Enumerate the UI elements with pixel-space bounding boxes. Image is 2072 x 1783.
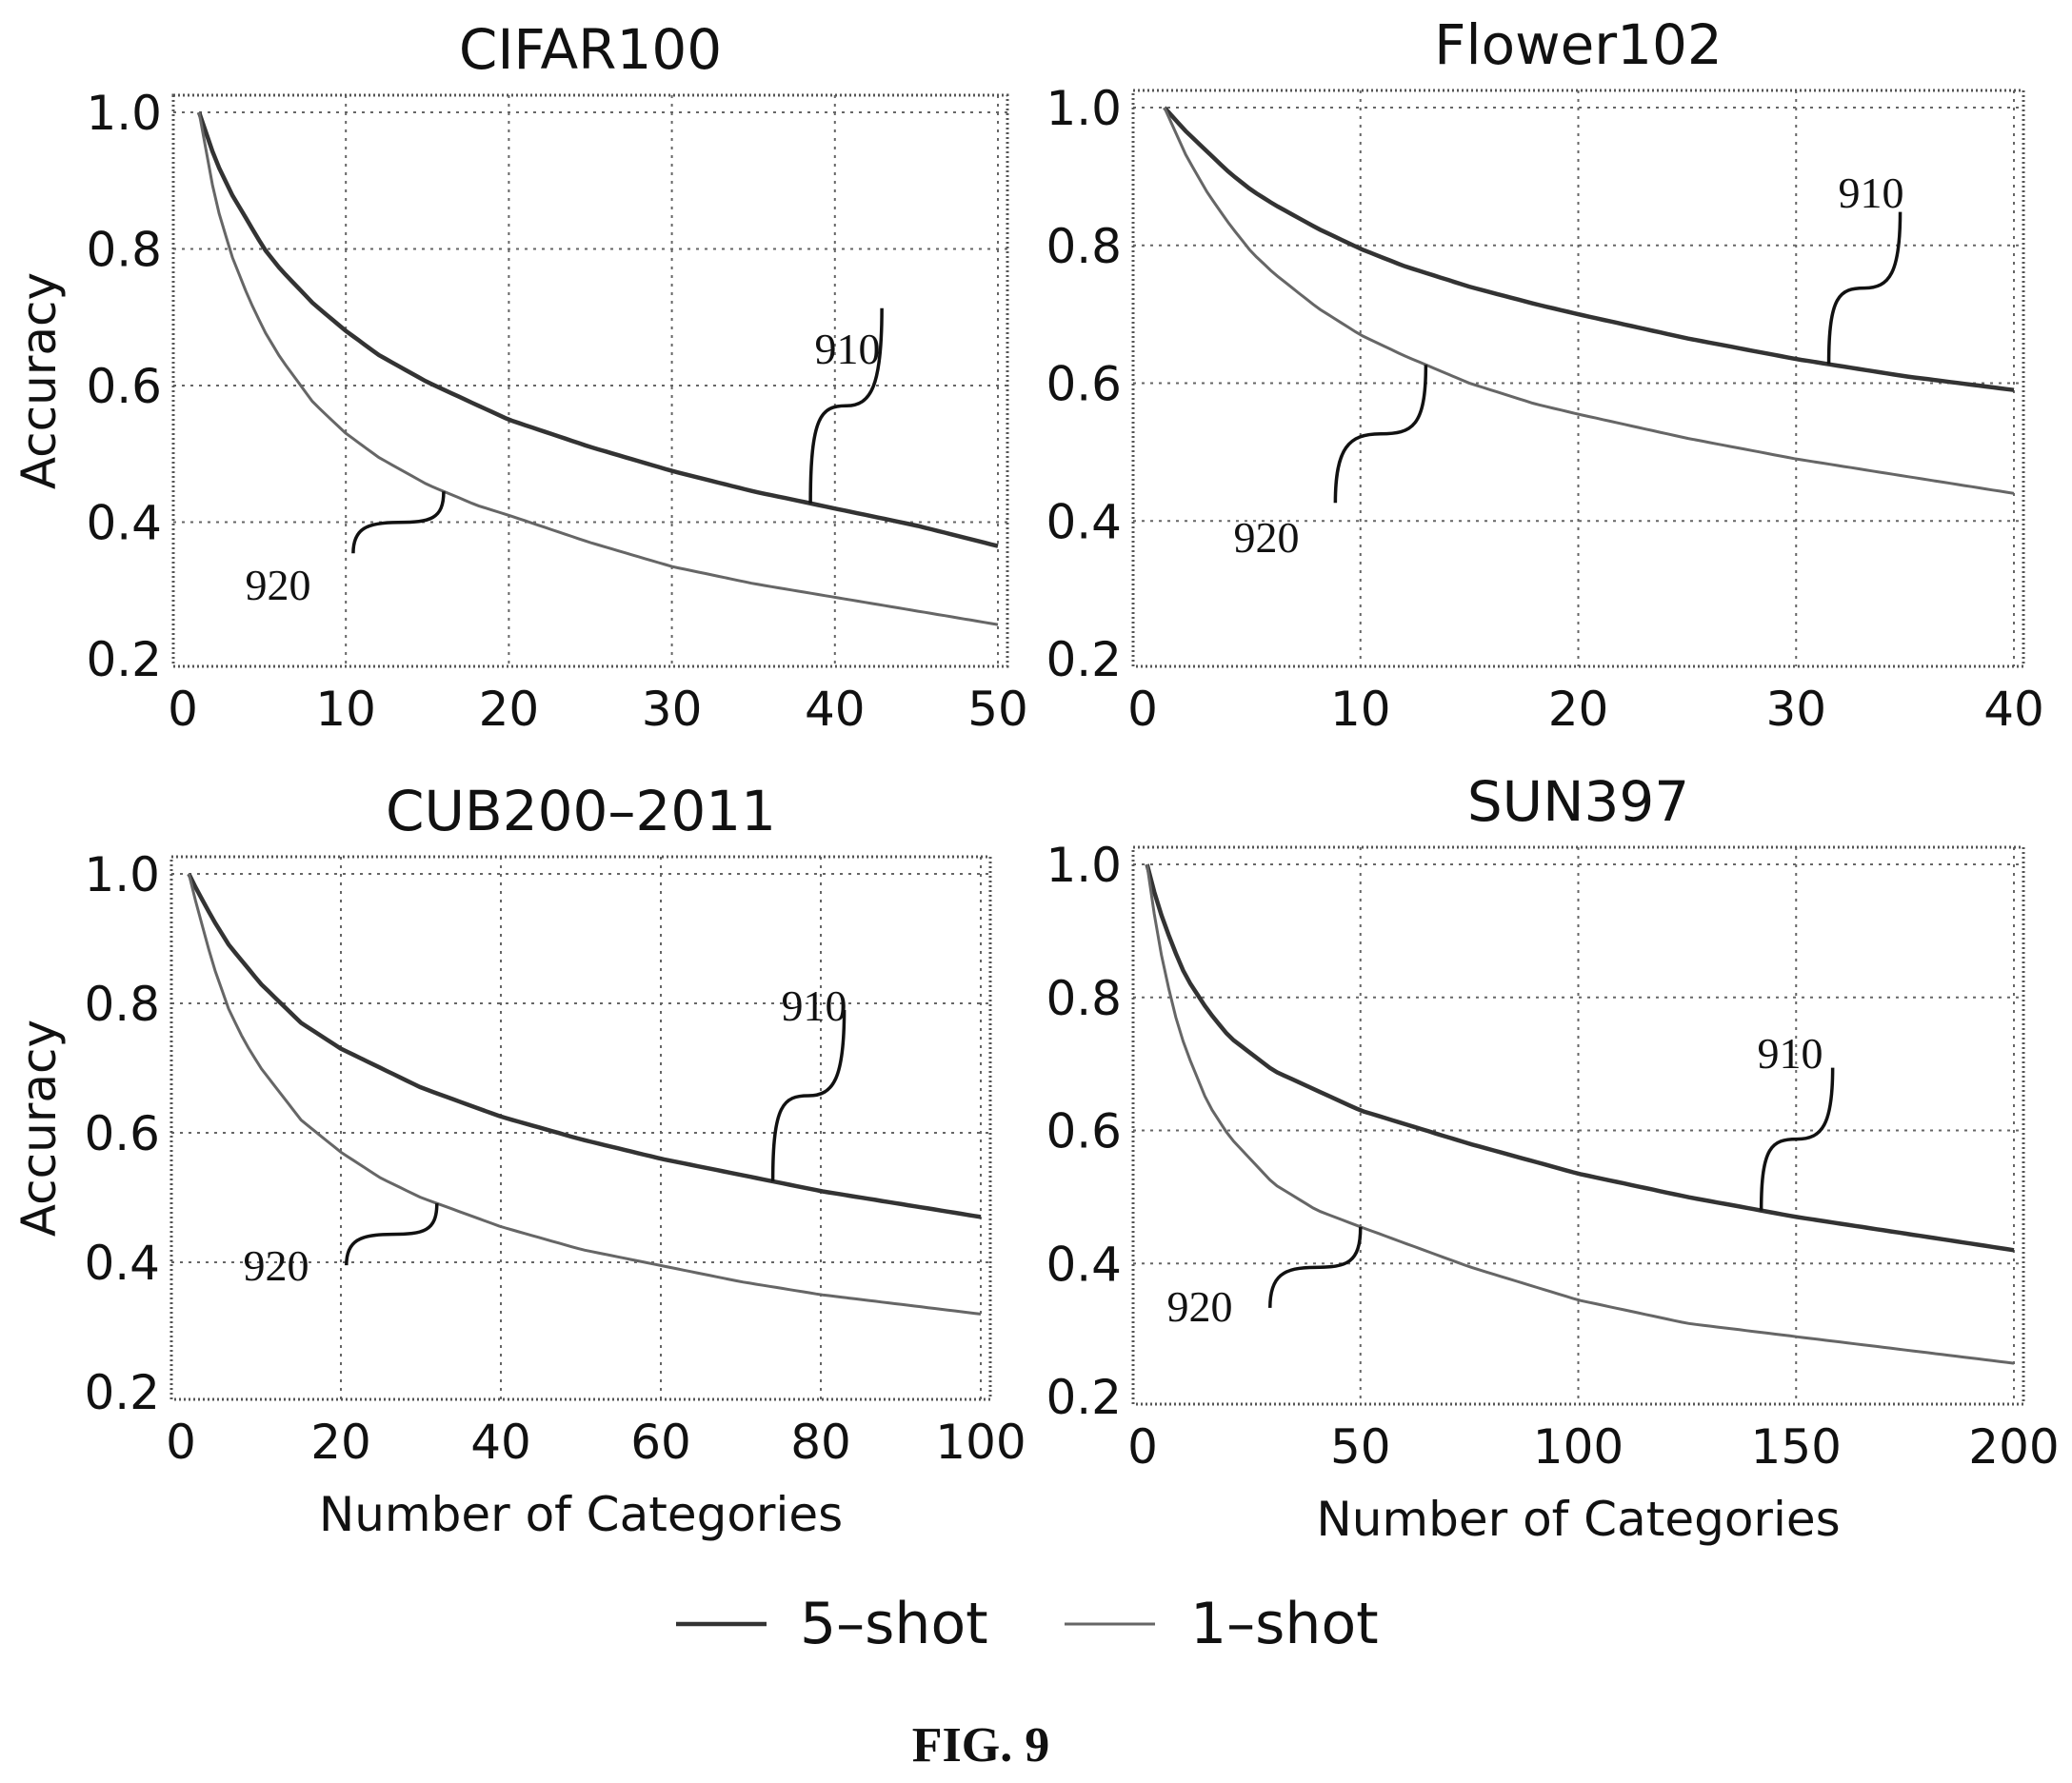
callout-label: 910 (1839, 168, 1904, 217)
y-axis-label: Accuracy (11, 272, 67, 489)
panel-title: CUB200–2011 (386, 779, 776, 843)
series-line-5-shot (1145, 863, 2015, 1253)
callout-label: 910 (1758, 1029, 1823, 1078)
y-tick-label: 0.6 (84, 1106, 160, 1161)
callout-leader (1759, 1067, 1835, 1211)
y-axis-label: Accuracy (11, 1020, 67, 1237)
chart-panel: 0 50 100 150 200 0.2 0.4 0.6 0.8 1.0 SUN397 Number … (1046, 769, 2059, 1547)
y-tick-label: 0.4 (1046, 494, 1122, 549)
y-tick-label: 0.6 (1046, 1104, 1122, 1159)
y-tick-label: 0.4 (84, 1236, 160, 1291)
x-tick-label: 10 (315, 682, 376, 737)
figure-label: FIG. 9 (912, 1718, 1049, 1773)
x-tick-label: 0 (1127, 682, 1158, 737)
x-tick-label: 20 (479, 682, 540, 737)
y-tick-label: 0.8 (1046, 219, 1122, 274)
callout-leader (808, 307, 884, 504)
legend: 5–shot 1–shot (676, 1591, 1379, 1657)
y-tick-label: 1.0 (86, 86, 162, 141)
callout-leader (770, 1009, 847, 1182)
legend-label-5-shot: 5–shot (800, 1591, 988, 1657)
x-tick-label: 40 (470, 1415, 531, 1470)
x-tick-label: 100 (1533, 1419, 1624, 1475)
callout-label: 920 (1167, 1282, 1233, 1331)
callout-leader (1268, 1226, 1363, 1308)
x-tick-label: 0 (166, 1415, 196, 1470)
callout-label: 920 (244, 1241, 309, 1290)
panel-title: Flower102 (1434, 12, 1723, 77)
panel-title: CIFAR100 (459, 17, 722, 82)
series-line-5-shot (196, 111, 999, 548)
chart-panel: 0 10 20 30 40 0.2 0.4 0.6 0.8 1.0 Flower102 910 920 (1046, 12, 2043, 737)
series-line-1-shot (1146, 863, 2015, 1365)
callout-label: 920 (246, 561, 311, 609)
y-tick-label: 0.2 (1046, 1370, 1122, 1425)
x-tick-label: 0 (1127, 1419, 1158, 1475)
callout-leader (1333, 365, 1428, 504)
x-tick-label: 150 (1751, 1419, 1842, 1475)
series-line-5-shot (187, 873, 982, 1219)
callout-label: 910 (815, 325, 881, 373)
chart-panels: 0 10 20 30 40 50 0.2 0.4 0.6 0.8 1.0 CIFAR100 Accura… (11, 12, 2060, 1547)
series-line-1-shot (197, 111, 999, 626)
callout-leader (345, 1203, 439, 1266)
x-axis-label: Number of Categories (319, 1487, 843, 1542)
x-tick-label: 40 (805, 682, 866, 737)
callout-leader (1826, 211, 1903, 365)
y-tick-label: 0.2 (1046, 632, 1122, 687)
y-tick-label: 0.4 (1046, 1237, 1122, 1292)
x-tick-label: 20 (1548, 682, 1609, 737)
x-tick-label: 200 (1968, 1419, 2059, 1475)
y-tick-label: 0.2 (84, 1365, 160, 1420)
x-tick-label: 0 (168, 682, 198, 737)
chart-panel: 0 10 20 30 40 50 0.2 0.4 0.6 0.8 1.0 CIFAR100 Accura… (11, 17, 1028, 737)
plot-frame (169, 855, 992, 1401)
x-tick-label: 80 (790, 1415, 851, 1470)
plot-frame (171, 93, 1009, 668)
x-tick-label: 50 (967, 682, 1028, 737)
callout-label: 910 (782, 981, 847, 1030)
x-tick-label: 60 (630, 1415, 691, 1470)
x-tick-label: 50 (1330, 1419, 1391, 1475)
y-tick-label: 0.6 (86, 359, 162, 414)
y-tick-label: 0.4 (86, 496, 162, 551)
x-axis-label: Number of Categories (1316, 1492, 1840, 1547)
y-tick-label: 0.6 (1046, 357, 1122, 412)
legend-label-1-shot: 1–shot (1190, 1591, 1379, 1657)
callout-leader (351, 491, 446, 554)
y-tick-label: 0.2 (86, 632, 162, 687)
x-tick-label: 10 (1330, 682, 1391, 737)
panel-title: SUN397 (1467, 769, 1689, 834)
y-tick-label: 0.8 (1046, 971, 1122, 1026)
y-tick-label: 1.0 (1046, 838, 1122, 893)
x-tick-label: 100 (935, 1415, 1026, 1470)
chart-panel: 0 20 40 60 80 100 0.2 0.4 0.6 0.8 1.0 CUB200–2011 Ac… (11, 779, 1026, 1542)
series-line-5-shot (1163, 106, 2015, 392)
series-line-1-shot (187, 873, 982, 1316)
x-tick-label: 20 (310, 1415, 371, 1470)
x-tick-label: 30 (642, 682, 703, 737)
y-tick-label: 1.0 (1046, 81, 1122, 136)
y-tick-label: 0.8 (84, 977, 160, 1032)
series-line-1-shot (1163, 107, 2015, 495)
y-tick-label: 0.8 (86, 223, 162, 278)
x-tick-label: 40 (1983, 682, 2044, 737)
x-tick-label: 30 (1765, 682, 1826, 737)
y-tick-label: 1.0 (84, 847, 160, 902)
callout-label: 920 (1234, 513, 1300, 562)
